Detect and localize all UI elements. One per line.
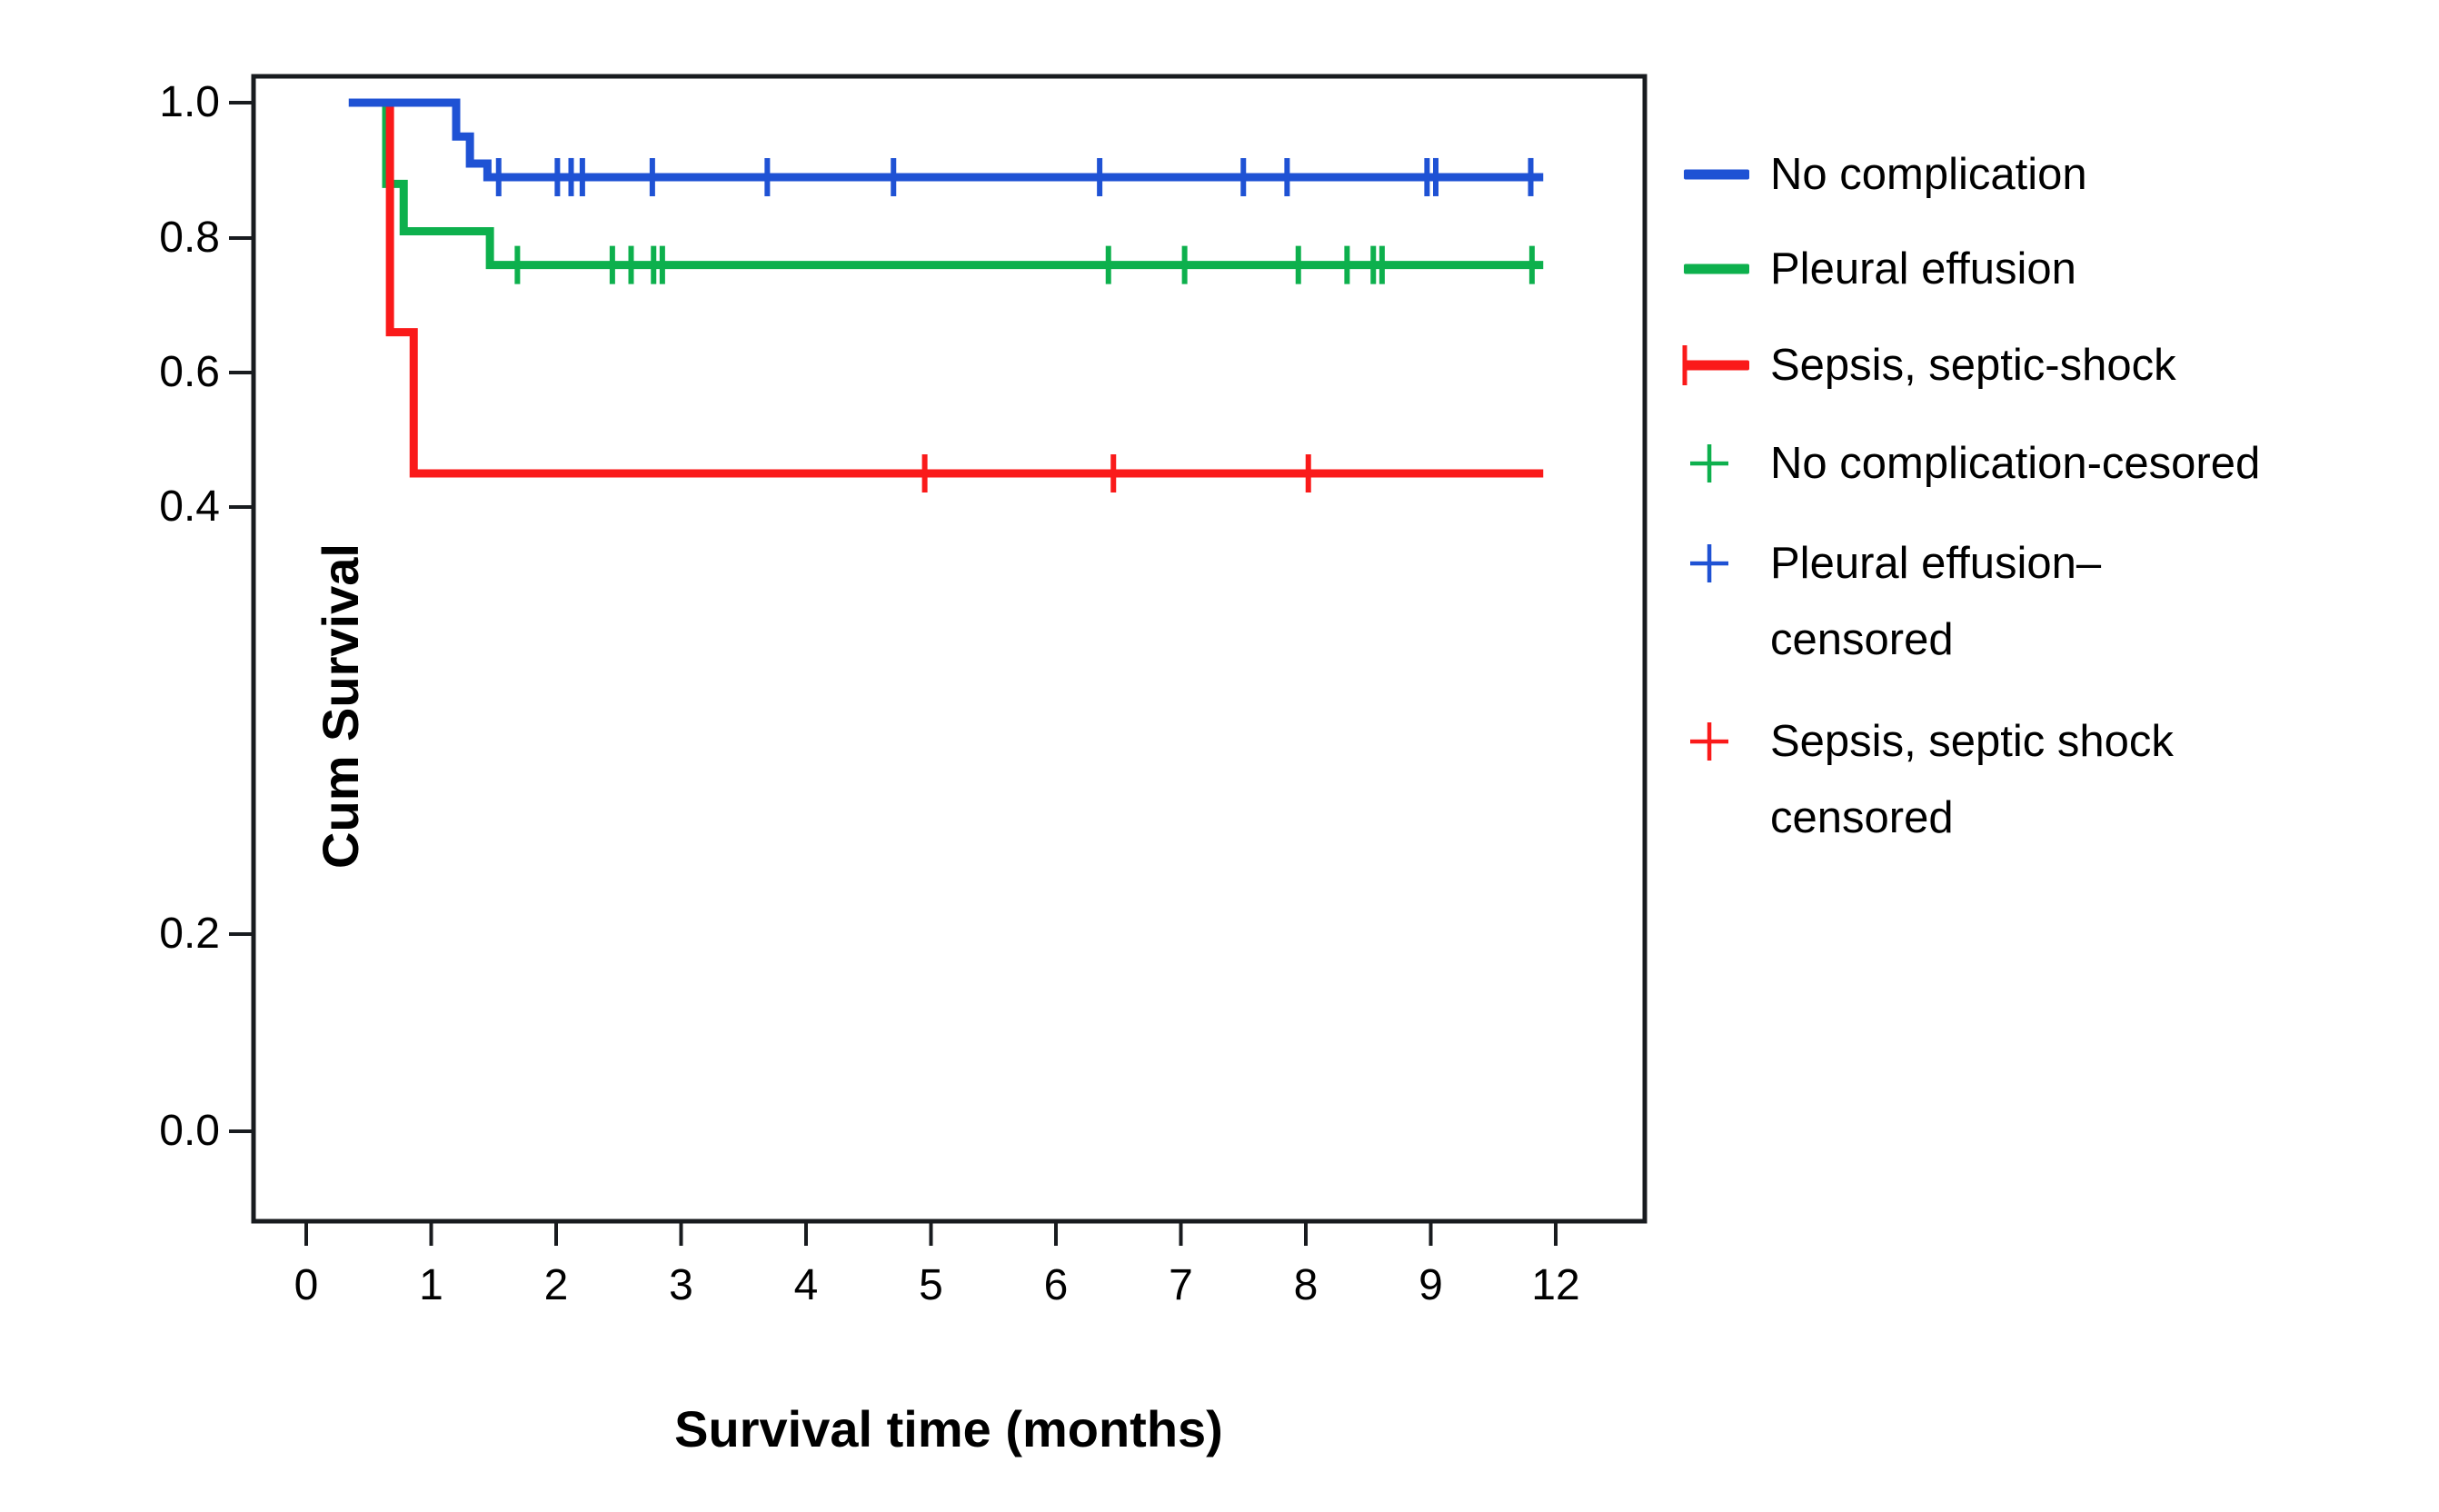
x-axis-tick-label: 8 xyxy=(1293,1261,1319,1309)
legend-line-swatch xyxy=(1684,264,1749,274)
y-axis-tick-label: 0.8 xyxy=(159,214,220,262)
legend-item-label: Sepsis, septic-shock xyxy=(1770,341,2176,390)
legend-item-label: Sepsis, septic shock xyxy=(1770,717,2174,766)
legend-censored-plus-icon xyxy=(1707,444,1712,482)
x-axis-tick-label: 5 xyxy=(919,1261,943,1309)
x-axis-tick-label: 4 xyxy=(793,1261,819,1309)
x-axis-title: Survival time (months) xyxy=(674,1400,1223,1457)
y-axis-tick-label: 0.4 xyxy=(159,482,220,531)
x-axis-tick-label: 12 xyxy=(1531,1261,1580,1309)
y-axis-title: Cum Survival xyxy=(312,543,369,869)
legend-line-swatch xyxy=(1684,360,1749,371)
y-axis-tick-label: 0.2 xyxy=(159,910,220,958)
plot-frame xyxy=(251,74,1648,1224)
x-axis-tick-label: 0 xyxy=(294,1261,319,1309)
legend-item-label: No complication xyxy=(1770,150,2087,199)
legend-censored-plus-icon xyxy=(1682,345,1687,385)
legend-item-label: censored xyxy=(1770,793,1954,842)
legend-censored-plus-icon xyxy=(1707,722,1712,761)
x-axis-tick-label: 7 xyxy=(1169,1261,1193,1309)
x-axis-tick-label: 2 xyxy=(543,1261,569,1309)
legend-line-swatch xyxy=(1684,169,1749,180)
y-axis-tick-label: 0.6 xyxy=(159,348,220,396)
y-axis-tick-label: 0.0 xyxy=(159,1107,220,1155)
survival-curve-no-complication xyxy=(348,98,1544,182)
legend-item-label: No complication-cesored xyxy=(1770,439,2261,488)
x-axis-tick-label: 6 xyxy=(1043,1261,1069,1309)
legend-item-label: censored xyxy=(1770,615,1954,664)
y-axis-tick-label: 1.0 xyxy=(159,78,220,126)
x-axis-tick-label: 1 xyxy=(419,1261,443,1309)
x-axis-tick-label: 9 xyxy=(1419,1261,1443,1309)
legend-item-label: Pleural effusion– xyxy=(1770,539,2102,588)
x-axis-tick-label: 3 xyxy=(669,1261,693,1309)
legend-censored-plus-icon xyxy=(1707,544,1712,582)
legend-item-label: Pleural effusion xyxy=(1770,244,2076,293)
